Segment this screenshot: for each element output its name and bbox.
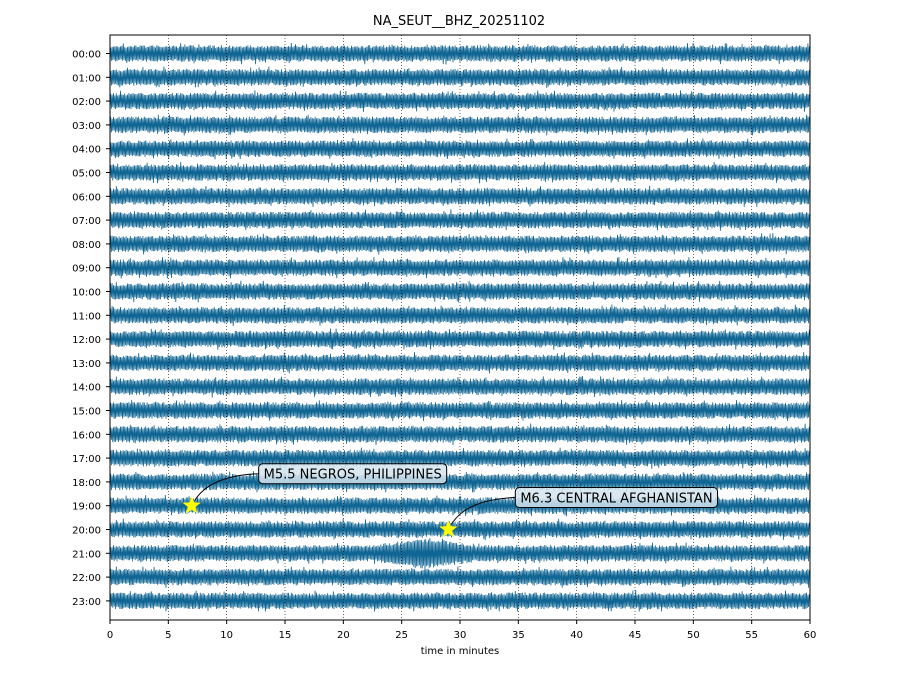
trace-row-0200 [109,90,810,112]
x-tick-label: 30 [454,630,467,641]
trace-row-0800 [109,233,810,255]
trace-row-0600 [109,185,810,208]
x-tick-label: 25 [395,630,408,641]
trace-row-2200 [109,566,810,588]
y-tick-label: 07:00 [72,216,101,227]
y-tick-label: 17:00 [72,454,101,465]
y-tick-label: 13:00 [72,359,101,370]
y-tick-label: 23:00 [72,597,101,608]
trace-row-1600 [109,423,810,446]
x-tick-label: 60 [804,630,817,641]
event-annotations: M5.5 NEGROS, PHILIPPINES M6.3 CENTRAL AFG… [182,463,719,538]
y-tick-label: 10:00 [72,288,101,299]
event-arrow [450,497,516,525]
y-tick-label: 01:00 [72,73,101,84]
x-tick-label: 45 [629,630,642,641]
event-arrow [194,473,259,501]
x-axis: 0 5 10 15 20 25 30 35 40 45 50 55 60 [107,620,817,641]
trace-row-2300 [109,590,810,612]
trace-row-0300 [109,114,810,136]
y-tick-label: 14:00 [72,383,101,394]
y-tick-label: 03:00 [72,121,101,132]
x-tick-label: 5 [165,630,171,641]
x-axis-label: time in minutes [421,646,500,657]
y-tick-label: 21:00 [72,549,101,560]
x-tick-label: 10 [220,630,233,641]
trace-row-1500 [109,399,810,422]
y-tick-label: 02:00 [72,97,101,108]
event-label: M5.5 NEGROS, PHILIPPINES [264,468,442,483]
y-tick-label: 00:00 [72,50,101,61]
y-tick-label: 12:00 [72,335,101,346]
x-tick-label: 55 [745,630,758,641]
chart-title: NA_SEUT__BHZ_20251102 [373,14,545,29]
y-tick-label: 11:00 [72,311,101,322]
y-tick-label: 20:00 [72,526,101,537]
trace-row-0900 [109,256,810,279]
trace-row-2100 [109,538,810,570]
trace-row-0100 [109,66,810,89]
trace-row-1100 [109,304,810,327]
trace-group [109,42,810,612]
trace-row-0500 [109,162,810,184]
y-tick-label: 04:00 [72,145,101,156]
trace-row-0700 [109,209,810,231]
y-tick-label: 16:00 [72,430,101,441]
y-tick-label: 05:00 [72,169,101,180]
trace-row-1300 [109,352,810,374]
trace-row-0000 [109,42,810,65]
trace-row-2000 [109,518,810,541]
trace-row-1700 [109,447,810,469]
event-annotation: M5.5 NEGROS, PHILIPPINES [182,463,448,514]
y-tick-label: 15:00 [72,407,101,418]
trace-row-0400 [109,137,810,160]
y-axis: 00:00 01:00 02:00 03:00 04:00 05:00 06:00 07:00… [72,50,110,608]
x-tick-label: 40 [570,630,583,641]
x-tick-label: 15 [279,630,292,641]
event-annotation: M6.3 CENTRAL AFGHANISTAN [439,487,719,538]
x-tick-label: 20 [337,630,350,641]
y-tick-label: 09:00 [72,264,101,275]
y-tick-label: 08:00 [72,240,101,251]
trace-row-1400 [109,376,810,398]
trace-row-1000 [109,280,810,303]
y-tick-label: 06:00 [72,192,101,203]
trace-row-1200 [109,328,810,350]
y-tick-label: 18:00 [72,478,101,489]
y-tick-label: 22:00 [72,573,101,584]
x-tick-label: 50 [687,630,700,641]
y-tick-label: 19:00 [72,502,101,513]
event-star-marker [439,519,458,538]
x-tick-label: 35 [512,630,525,641]
x-tick-label: 0 [107,630,113,641]
event-star-marker [182,495,201,514]
event-label: M6.3 CENTRAL AFGHANISTAN [520,492,712,507]
